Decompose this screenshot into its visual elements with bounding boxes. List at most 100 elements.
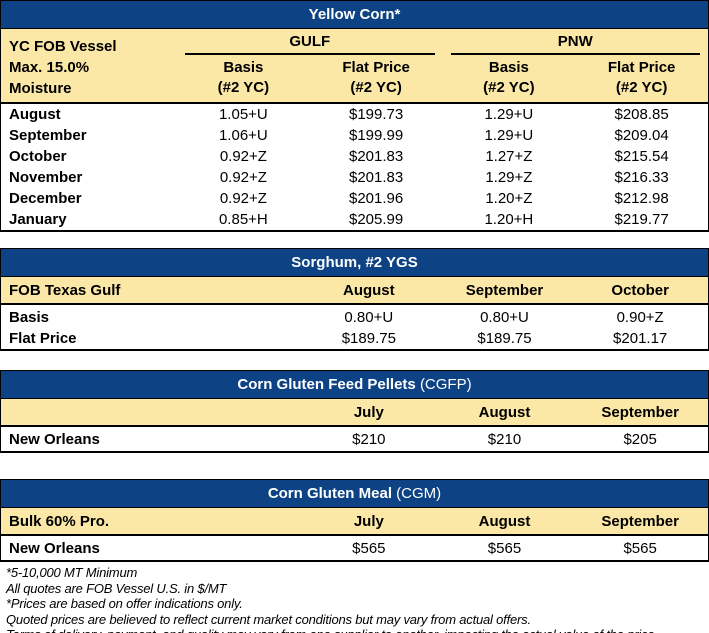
sorghum-title-text: Sorghum, #2 YGS	[291, 254, 418, 271]
gulf-flat-value: $201.96	[349, 190, 404, 207]
month-header: July	[353, 403, 384, 421]
group-header-gulf: GULF	[185, 29, 435, 55]
table-row: New Orleans $565 $565 $565	[1, 538, 708, 559]
row-label: New Orleans	[9, 540, 100, 557]
pnw-basis-value: 1.29+Z	[485, 169, 533, 186]
yellow-corn-title-text: Yellow Corn*	[308, 6, 401, 23]
col-header-gulf-flat: Flat Price (#2 YC)	[310, 55, 443, 99]
gulf-basis-value: 0.85+H	[218, 211, 268, 228]
table-row: September 1.06+U $199.99 1.29+U $209.04	[1, 125, 708, 146]
pnw-basis-value: 1.20+H	[484, 211, 534, 228]
col-header-line: (#2 YC)	[217, 79, 270, 96]
pnw-flat-value: $209.04	[614, 127, 669, 144]
col-header-line: (#2 YC)	[350, 79, 402, 96]
cgm-header: Bulk 60% Pro. July August September	[1, 508, 708, 536]
yellow-corn-table: Yellow Corn* YC FOB Vessel Max. 15.0% Mo…	[0, 0, 709, 232]
value-cell: $210	[487, 431, 522, 448]
col-header-line: (#2 YC)	[483, 79, 535, 96]
gulf-basis-value: 1.06+U	[218, 127, 268, 144]
value-cell: $565	[487, 540, 522, 557]
row-label: Basis	[9, 309, 50, 326]
col-header-line: Basis	[223, 59, 264, 76]
cgm-title-acronym: (CGM)	[396, 485, 442, 502]
pnw-flat-value: $216.33	[614, 169, 669, 186]
pnw-flat-value: $219.77	[614, 211, 669, 228]
section-gap	[0, 453, 709, 479]
footnote-line: *Prices are based on offer indications o…	[6, 596, 243, 611]
cgfp-title-acronym: (CGFP)	[419, 376, 472, 393]
value-cell: $210	[352, 431, 386, 448]
table-row: Basis 0.80+U 0.80+U 0.90+Z	[1, 307, 708, 328]
value-cell: 0.80+U	[344, 309, 394, 326]
month-label: September	[9, 127, 87, 144]
value-cell: $565	[623, 540, 657, 557]
pnw-flat-value: $215.54	[614, 148, 669, 165]
sorghum-title: Sorghum, #2 YGS	[1, 249, 708, 277]
yc-label-line1: YC FOB Vessel	[9, 38, 117, 55]
section-gap	[0, 351, 709, 370]
footnotes: *5-10,000 MT Minimum All quotes are FOB …	[0, 562, 709, 633]
cgfp-header: July August September	[1, 399, 708, 427]
table-row: December 0.92+Z $201.96 1.20+Z $212.98	[1, 188, 708, 209]
month-label: August	[9, 106, 61, 123]
yellow-corn-row-label: YC FOB Vessel Max. 15.0% Moisture	[1, 29, 177, 99]
gulf-basis-value: 0.92+Z	[219, 190, 267, 207]
pnw-basis-value: 1.29+U	[484, 127, 534, 144]
month-header: September	[601, 403, 679, 421]
footnote-line: Quoted prices are believed to reflect cu…	[6, 611, 531, 627]
value-cell: $565	[352, 540, 386, 557]
table-row: November 0.92+Z $201.83 1.29+Z $216.33	[1, 167, 708, 188]
gulf-flat-value: $201.83	[349, 169, 404, 186]
gulf-basis-value: 0.92+Z	[219, 169, 267, 186]
col-header-line: Flat Price	[607, 59, 676, 76]
yc-label-line3: Moisture	[9, 80, 72, 97]
sorghum-header: FOB Texas Gulf August September October	[1, 277, 708, 305]
gulf-flat-value: $205.99	[349, 211, 404, 228]
section-gap	[0, 232, 709, 248]
yc-label-line2: Max. 15.0%	[9, 59, 90, 76]
cgm-row-label: Bulk 60% Pro.	[9, 512, 110, 530]
pnw-basis-value: 1.27+Z	[485, 148, 533, 165]
table-row: Flat Price $189.75 $189.75 $201.17	[1, 328, 708, 349]
cgfp-table: Corn Gluten Feed Pellets (CGFP) July Aug…	[0, 370, 709, 453]
month-label: November	[9, 169, 83, 186]
cgm-table: Corn Gluten Meal (CGM) Bulk 60% Pro. Jul…	[0, 479, 709, 562]
month-header: September	[601, 512, 679, 530]
col-header-pnw-flat: Flat Price (#2 YC)	[575, 55, 708, 99]
value-cell: $189.75	[341, 330, 396, 347]
value-cell: 0.80+U	[480, 309, 529, 326]
cgfp-title-bold: Corn Gluten Feed Pellets	[237, 376, 416, 393]
value-cell: 0.90+Z	[616, 309, 664, 326]
month-label: October	[9, 148, 67, 165]
footnote-line: Terms of delivery, payment, and quality …	[6, 627, 709, 633]
col-header-gulf-basis: Basis (#2 YC)	[177, 55, 310, 99]
gulf-flat-value: $199.99	[349, 127, 404, 144]
value-cell: $205	[623, 431, 657, 448]
row-label: New Orleans	[9, 431, 100, 448]
pnw-basis-value: 1.29+U	[484, 106, 534, 123]
table-row: October 0.92+Z $201.83 1.27+Z $215.54	[1, 146, 708, 167]
month-header: August	[342, 281, 395, 299]
gulf-basis-value: 0.92+Z	[219, 148, 267, 165]
month-header: July	[353, 512, 384, 530]
pnw-flat-value: $212.98	[614, 190, 669, 207]
month-header: August	[478, 403, 531, 421]
table-row: August 1.05+U $199.73 1.29+U $208.85	[1, 104, 708, 125]
cgfp-title: Corn Gluten Feed Pellets (CGFP)	[1, 371, 708, 399]
gulf-flat-value: $199.73	[349, 106, 404, 123]
gulf-flat-value: $201.83	[349, 148, 404, 165]
value-cell: $189.75	[477, 330, 532, 347]
pnw-basis-value: 1.20+Z	[485, 190, 533, 207]
gulf-basis-value: 1.05+U	[218, 106, 268, 123]
table-row: January 0.85+H $205.99 1.20+H $219.77	[1, 209, 708, 230]
month-label: January	[9, 211, 67, 228]
footnote-line: *5-10,000 MT Minimum	[6, 565, 138, 580]
row-label: Flat Price	[9, 330, 77, 347]
value-cell: $201.17	[613, 330, 668, 347]
month-header: September	[465, 281, 544, 299]
month-label: December	[9, 190, 82, 207]
month-header: August	[478, 512, 531, 530]
yellow-corn-title: Yellow Corn*	[1, 1, 708, 29]
pnw-flat-value: $208.85	[614, 106, 669, 123]
month-header: October	[611, 281, 669, 299]
